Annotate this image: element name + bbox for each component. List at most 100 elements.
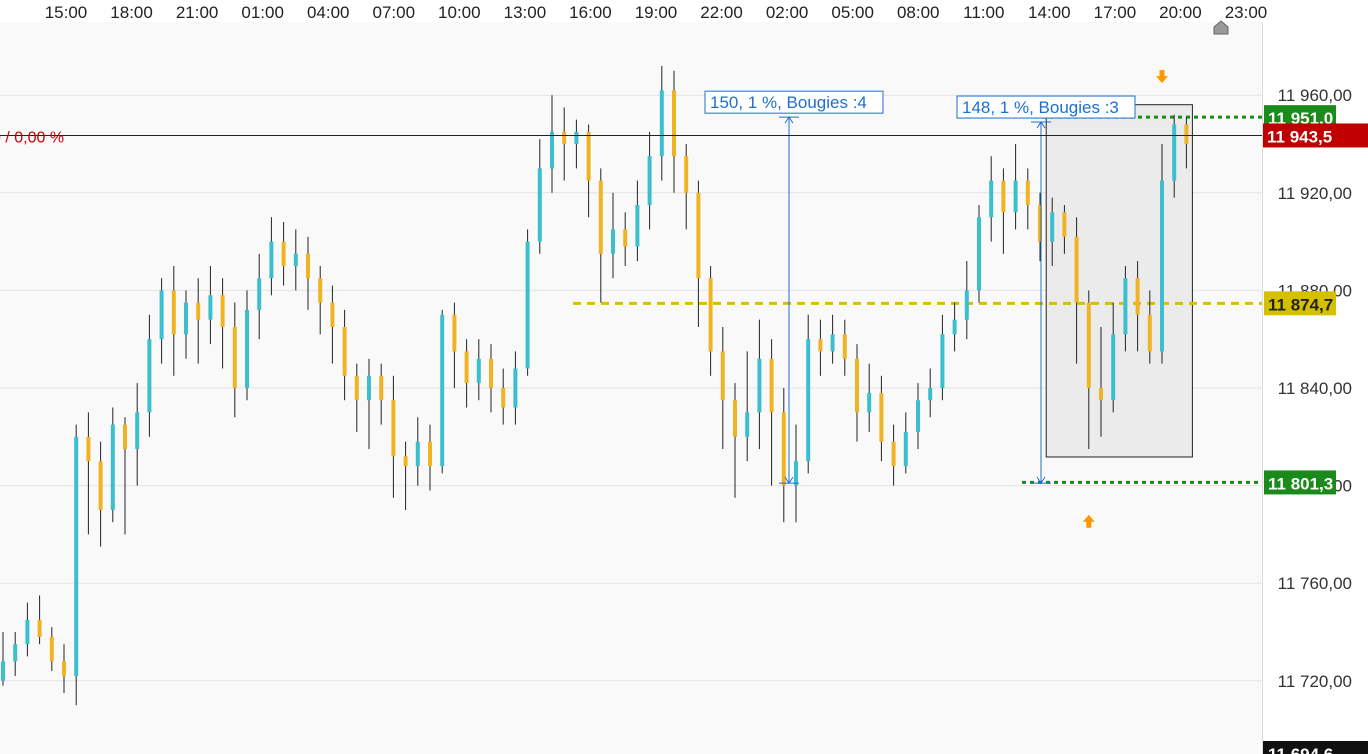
candle-body [171,290,176,335]
candle [647,131,652,230]
candle-body [1074,236,1079,303]
candle-body [184,302,188,335]
candle [184,290,188,359]
range-box[interactable] [1045,104,1193,458]
candle [379,363,384,425]
candle-body [855,358,859,413]
level-tag-support-label: 11 801,3 [1268,474,1333,493]
candle-body [794,461,798,486]
candle-body [1062,212,1067,237]
measure-label: 148, 1 %, Bougies :3 [962,98,1119,117]
measure-arrow-down-icon [784,476,794,485]
candle-body [62,661,66,676]
candle [391,375,396,498]
time-tick-label: 19:00 [635,3,678,22]
candle [1,632,5,686]
candle [855,344,859,442]
candle [464,339,469,408]
candle [928,368,933,418]
candle-body [110,424,115,510]
candle [806,314,811,474]
candle-body [623,229,628,247]
candle-body [757,358,762,413]
bottom-price-tag-bg [1263,741,1368,754]
candle-body [1135,278,1140,315]
candle-body [708,278,713,352]
candle [428,424,432,491]
candle [989,156,994,242]
candle-body [916,400,920,432]
candle-body [1025,180,1030,205]
candle-body [733,400,737,437]
time-tick-label: 17:00 [1094,3,1137,22]
measure-label: 150, 1 %, Bougies :4 [710,93,867,112]
scroll-end-icon[interactable] [1213,20,1229,35]
candle [110,407,115,523]
candle [574,119,579,169]
candle [1099,327,1103,437]
measure-tool-1[interactable]: 148, 1 %, Bougies :3 [956,95,1136,485]
candle-body [98,461,103,510]
candle-body [37,619,42,637]
candle [1038,192,1042,262]
candle [1001,168,1006,254]
candle-body [598,180,603,254]
measure-arrow-up-icon [784,116,794,124]
candle-body [537,168,542,242]
candle [1184,117,1189,169]
candle [98,441,103,547]
candle [672,70,676,193]
level-lines [573,115,1262,484]
candle-body [318,278,323,303]
candle-body [293,253,298,266]
candle [1074,217,1079,364]
candle [476,339,481,401]
candle-body [428,441,432,467]
candle [708,266,713,376]
candle-body [891,441,896,467]
signal-arrow-up-icon [1082,514,1095,528]
time-tick-label: 02:00 [766,3,809,22]
candle-body [513,368,518,408]
candle-body [586,131,591,181]
candle-body [830,334,835,352]
measure-tool-0[interactable]: 150, 1 %, Bougies :4 [704,90,884,485]
candle-body [684,156,689,193]
level-tag-pivot-label: 11 874,7 [1268,295,1333,314]
candle [525,229,530,376]
level-tag-support: 11 801,3 [1264,470,1336,495]
candle [257,253,262,340]
candle [306,236,310,310]
bottom-price-tag-label: 11 694,6 [1268,745,1333,754]
candle [269,217,274,296]
candle [1013,144,1018,230]
candle [611,192,615,279]
candle [281,222,286,286]
time-tick-label: 15:00 [45,3,88,22]
candle-body [720,351,725,401]
candle [367,358,371,449]
candle-body [818,339,823,352]
candle [135,383,140,486]
candle [123,417,127,535]
change-text: 0 / 0,00 % [0,129,64,146]
price-tick-label: 11 840,00 [1278,379,1352,398]
candle-body [659,90,664,157]
candle-body [647,156,652,205]
level-tag-pivot: 11 874,7 [1264,291,1336,316]
candle-body [1086,302,1091,388]
candle [403,441,408,510]
price-tick-label: 11 760,00 [1278,574,1352,593]
candle [1123,266,1128,352]
candle [62,644,66,693]
candle-body [867,392,872,413]
time-tick-label: 04:00 [307,3,350,22]
candle-body [452,314,457,352]
candle [293,229,298,291]
candle-body [464,351,469,384]
candle-body [903,431,908,467]
candle [37,595,42,645]
candle-body [379,375,384,401]
candle-body [1099,388,1103,401]
